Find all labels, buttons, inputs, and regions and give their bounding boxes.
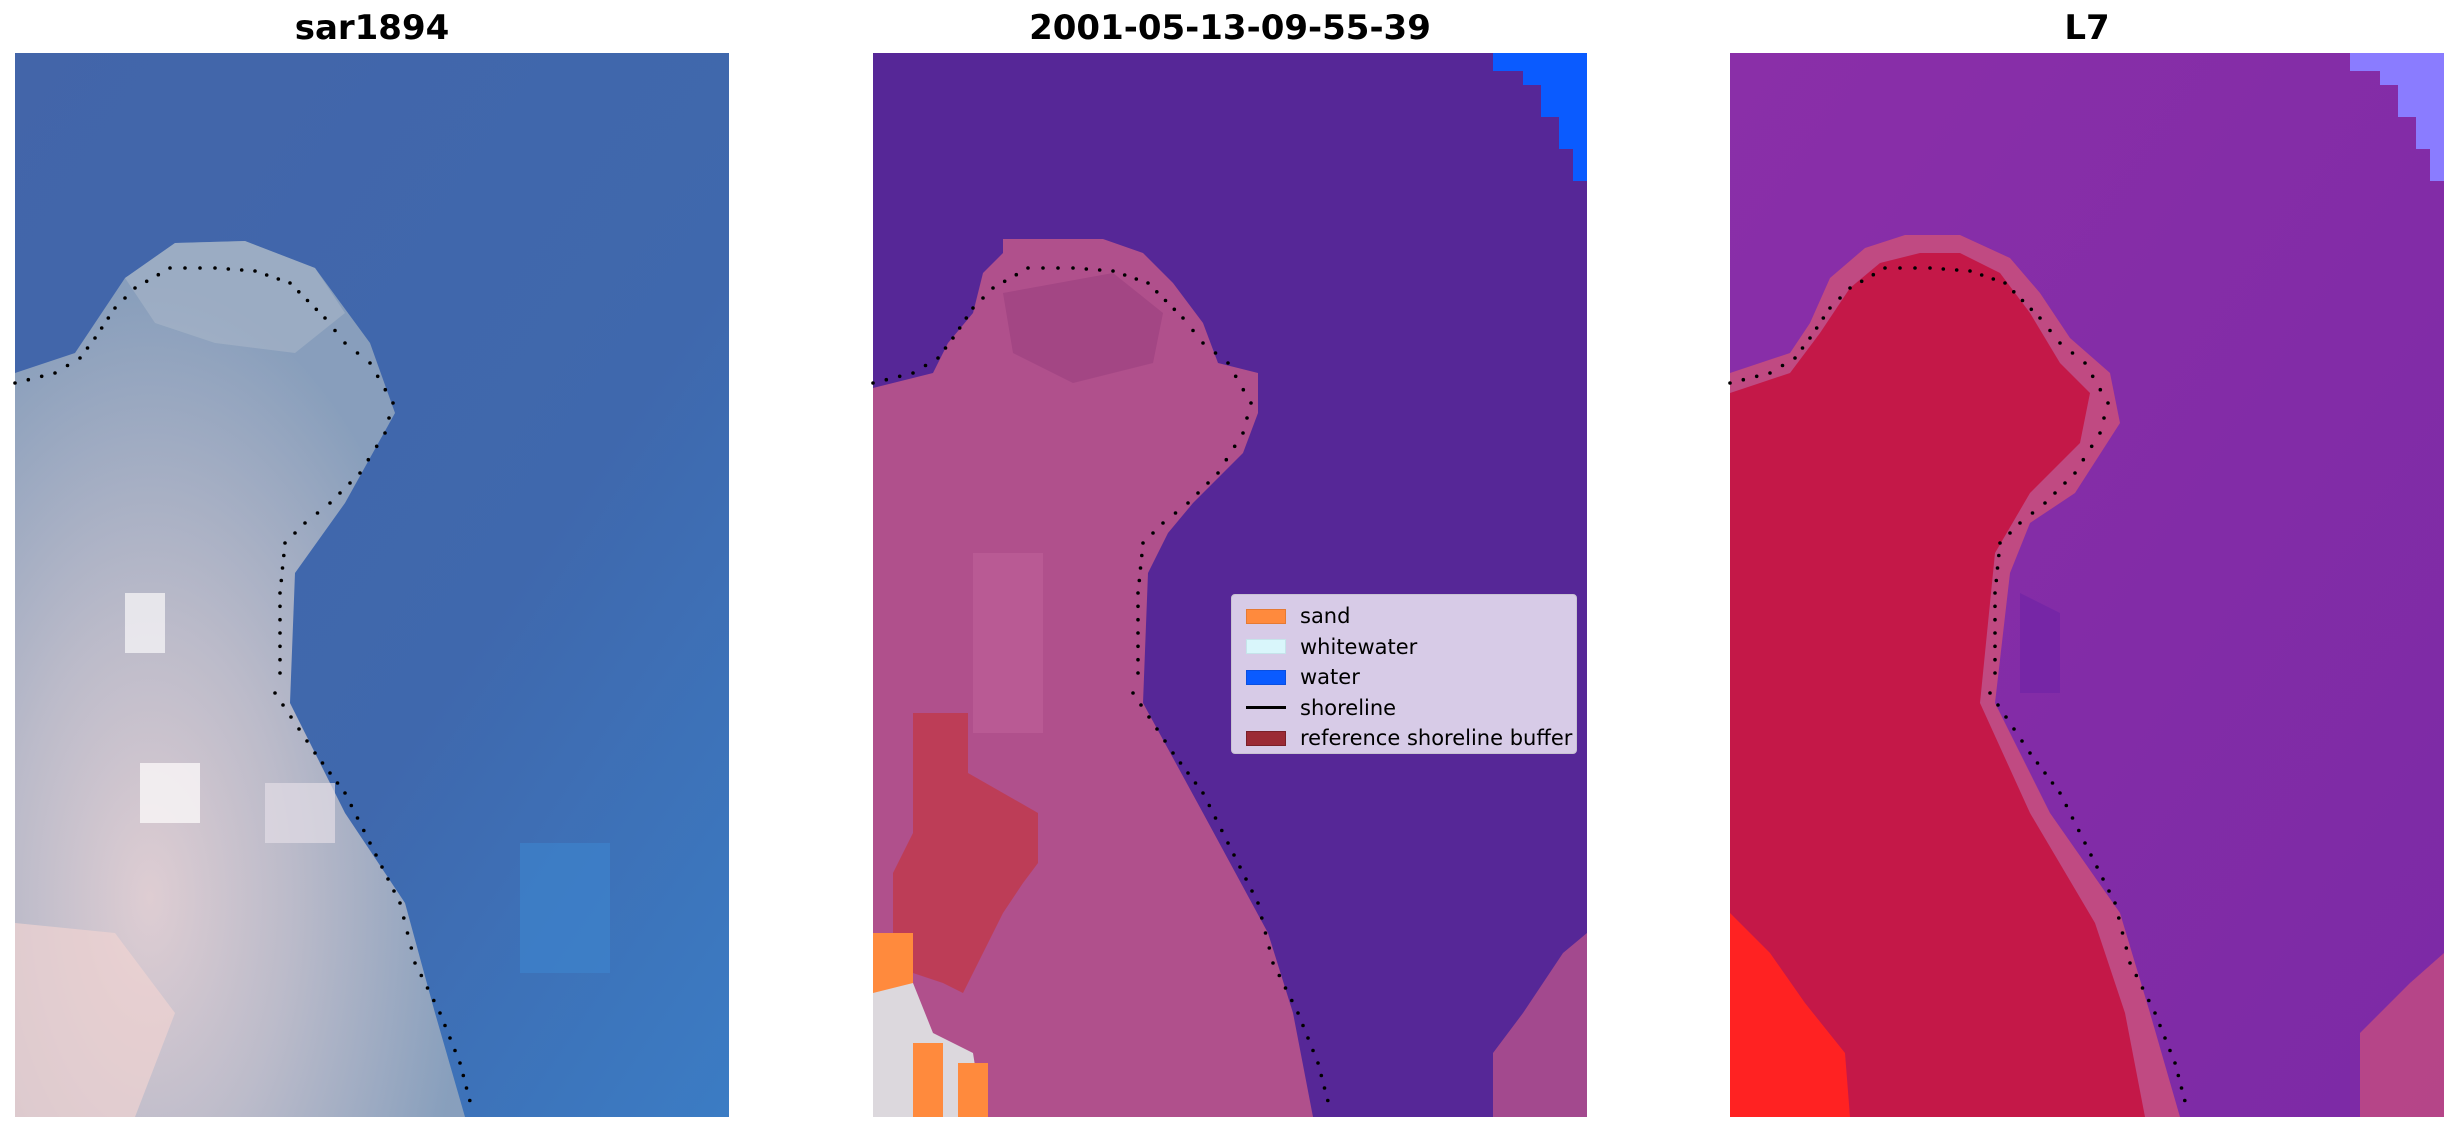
legend-label: water <box>1300 665 1360 690</box>
panel-title-index: L7 <box>2064 8 2110 48</box>
classified-image <box>873 53 1587 1117</box>
legend-label: reference shoreline buffer <box>1300 726 1573 751</box>
index-image <box>1730 53 2444 1117</box>
rgb-image <box>15 53 729 1117</box>
legend-item-water: water <box>1238 662 1576 693</box>
water-swatch <box>1246 669 1286 685</box>
shoreline-swatch <box>1246 706 1286 710</box>
legend: sand whitewater water shoreline referenc… <box>1231 594 1577 754</box>
legend-label: shoreline <box>1300 695 1397 720</box>
legend-item-whitewater: whitewater <box>1238 632 1576 663</box>
sand-swatch <box>1246 608 1286 624</box>
panel-title-rgb: sar1894 <box>294 8 450 48</box>
rgb-image-panel <box>15 53 729 1117</box>
legend-item-shoreline: shoreline <box>1238 693 1576 724</box>
legend-label: sand <box>1300 604 1351 629</box>
legend-item-buffer: reference shoreline buffer <box>1238 723 1576 754</box>
buffer-swatch <box>1246 730 1286 746</box>
panel-title-classified: 2001-05-13-09-55-39 <box>1029 8 1431 48</box>
classified-image-panel <box>873 53 1587 1117</box>
index-image-panel <box>1730 53 2444 1117</box>
legend-label: whitewater <box>1300 634 1418 659</box>
whitewater-swatch <box>1246 639 1286 655</box>
legend-item-sand: sand <box>1238 601 1576 632</box>
